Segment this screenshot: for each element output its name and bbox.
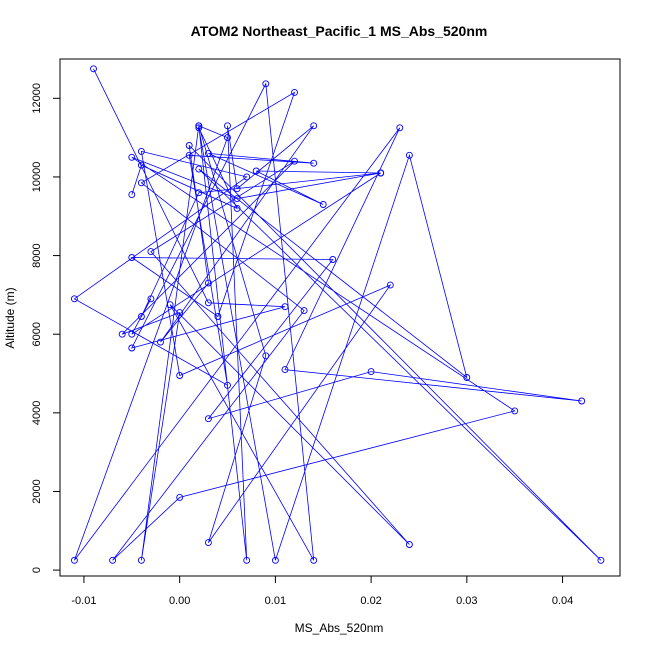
data-point xyxy=(128,330,136,338)
y-tick-label: 2000 xyxy=(31,479,43,503)
series-points xyxy=(70,65,605,564)
data-point xyxy=(214,313,222,320)
y-tick-label: 10000 xyxy=(31,162,43,193)
data-point xyxy=(128,254,136,261)
data-point xyxy=(128,344,136,352)
data-point xyxy=(233,204,241,212)
y-axis-label: Altitude (m) xyxy=(3,287,17,348)
data-point xyxy=(243,556,251,564)
data-point xyxy=(137,161,145,169)
data-point xyxy=(176,372,184,379)
data-point xyxy=(204,149,212,157)
data-point xyxy=(176,493,184,501)
y-tick-label: 6000 xyxy=(31,322,43,346)
x-axis-label: MS_Abs_520nm xyxy=(295,621,384,635)
series-lines xyxy=(73,68,602,561)
series-line xyxy=(73,68,602,561)
data-point xyxy=(118,330,126,338)
data-point xyxy=(137,556,145,564)
data-point xyxy=(291,88,298,96)
data-point xyxy=(386,281,394,289)
data-point xyxy=(291,157,298,165)
data-point xyxy=(224,381,231,389)
data-point xyxy=(281,303,289,311)
data-point xyxy=(128,191,136,199)
y-tick-label: 0 xyxy=(31,567,43,573)
data-point xyxy=(90,65,97,73)
data-point xyxy=(329,256,337,263)
data-point xyxy=(310,122,318,130)
data-point xyxy=(204,299,212,307)
y-tick-label: 4000 xyxy=(31,401,43,425)
data-point xyxy=(147,248,155,256)
x-tick-label: 0.02 xyxy=(360,595,381,607)
data-point xyxy=(310,556,318,564)
data-point xyxy=(396,124,404,132)
data-point xyxy=(166,301,174,309)
data-point xyxy=(367,368,375,376)
data-point xyxy=(463,374,471,381)
data-point xyxy=(137,179,145,187)
data-point xyxy=(185,151,193,159)
data-point xyxy=(109,556,117,564)
chart-title: ATOM2 Northeast_Pacific_1 MS_Abs_520nm xyxy=(191,23,488,39)
data-point xyxy=(511,407,519,415)
data-point xyxy=(243,173,251,181)
data-point xyxy=(195,165,203,173)
data-point xyxy=(195,122,203,130)
x-tick-label: 0.03 xyxy=(456,595,477,607)
data-point xyxy=(405,151,413,159)
data-point xyxy=(281,366,289,374)
data-point xyxy=(224,134,231,142)
data-point xyxy=(310,159,318,167)
data-point xyxy=(195,189,203,197)
y-tick-label: 12000 xyxy=(31,83,43,114)
data-point xyxy=(300,307,308,315)
data-point xyxy=(70,295,78,303)
y-axis: 0 2000 4000 6000 8000 10000 12000 xyxy=(31,83,61,573)
data-point xyxy=(377,169,385,177)
data-point xyxy=(204,279,212,287)
data-point xyxy=(262,80,270,88)
data-point xyxy=(70,556,78,564)
data-point xyxy=(128,153,136,161)
data-point xyxy=(578,397,586,405)
data-point xyxy=(195,124,203,132)
data-point xyxy=(405,541,413,548)
data-point xyxy=(204,415,212,423)
x-tick-label: 0.00 xyxy=(169,595,190,607)
data-point xyxy=(185,142,193,149)
data-point xyxy=(157,338,164,346)
data-point xyxy=(597,556,605,564)
data-point xyxy=(176,309,184,317)
y-tick-label: 8000 xyxy=(31,243,43,267)
data-point xyxy=(224,122,231,130)
data-point xyxy=(252,167,260,175)
data-point xyxy=(204,539,212,547)
data-point xyxy=(137,313,145,320)
x-tick-label: 0.04 xyxy=(552,595,573,607)
x-tick-label: 0.01 xyxy=(265,595,286,607)
data-point xyxy=(233,185,241,193)
data-point xyxy=(137,147,145,155)
data-point xyxy=(233,195,241,203)
x-axis: -0.01 0.00 0.01 0.02 0.03 0.04 xyxy=(71,575,573,607)
data-point xyxy=(271,556,279,564)
data-point xyxy=(319,201,327,208)
data-point xyxy=(147,295,155,303)
data-point xyxy=(262,352,270,360)
x-tick-label: -0.01 xyxy=(71,595,96,607)
